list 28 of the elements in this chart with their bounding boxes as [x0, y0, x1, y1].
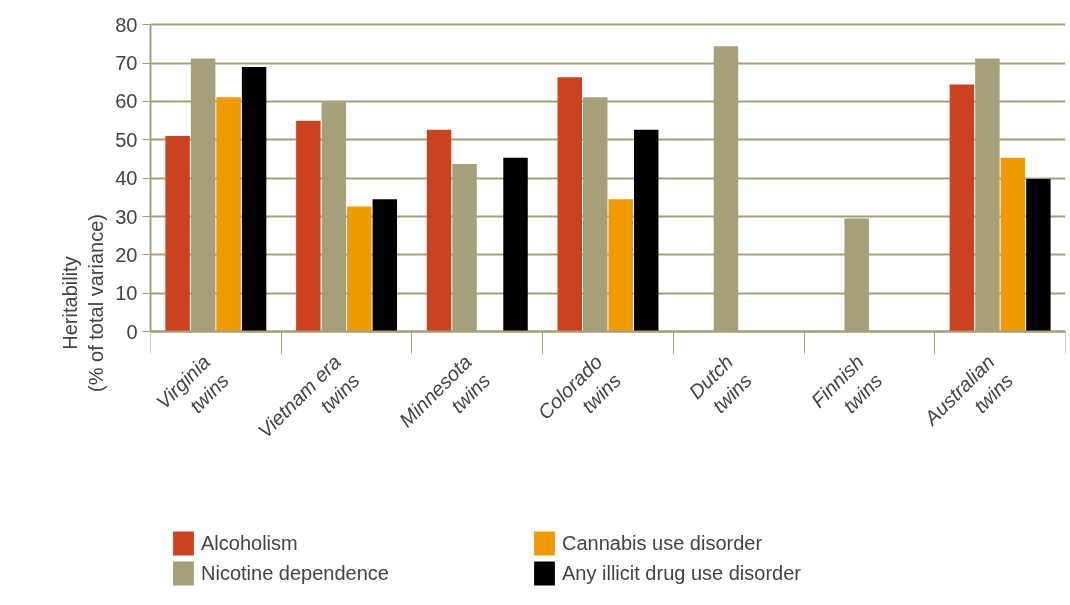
y-tick-label: 10	[115, 282, 138, 305]
bar	[634, 129, 659, 332]
bar	[557, 77, 582, 332]
bar	[1026, 178, 1051, 332]
bar	[949, 84, 975, 332]
bar	[241, 66, 267, 332]
legend-label: Any illicit drug use disorder	[562, 561, 802, 585]
legend-label: Cannabis use disorder	[562, 531, 764, 555]
y-tick-label: 40	[115, 167, 138, 190]
y-tick-label: 80	[115, 13, 138, 36]
y-tick-label: 50	[115, 128, 138, 151]
bar	[347, 206, 372, 332]
bar	[426, 129, 452, 332]
y-tick-label: 20	[115, 243, 138, 266]
bar	[1000, 157, 1026, 332]
y-tick-label: 30	[115, 205, 138, 228]
y-axis-title: Heritability (% of total variance)	[58, 214, 108, 392]
legend-label: Alcoholism	[201, 531, 299, 555]
y-tick-label: 70	[115, 52, 138, 75]
bar	[296, 120, 321, 332]
bar	[503, 157, 528, 332]
y-tick-label: 60	[115, 90, 138, 113]
bar	[165, 136, 190, 332]
bar	[372, 199, 398, 332]
bar	[608, 199, 633, 332]
legend-label: Nicotine dependence	[201, 561, 390, 585]
bar	[216, 97, 241, 332]
y-tick-label: 0	[126, 320, 138, 343]
